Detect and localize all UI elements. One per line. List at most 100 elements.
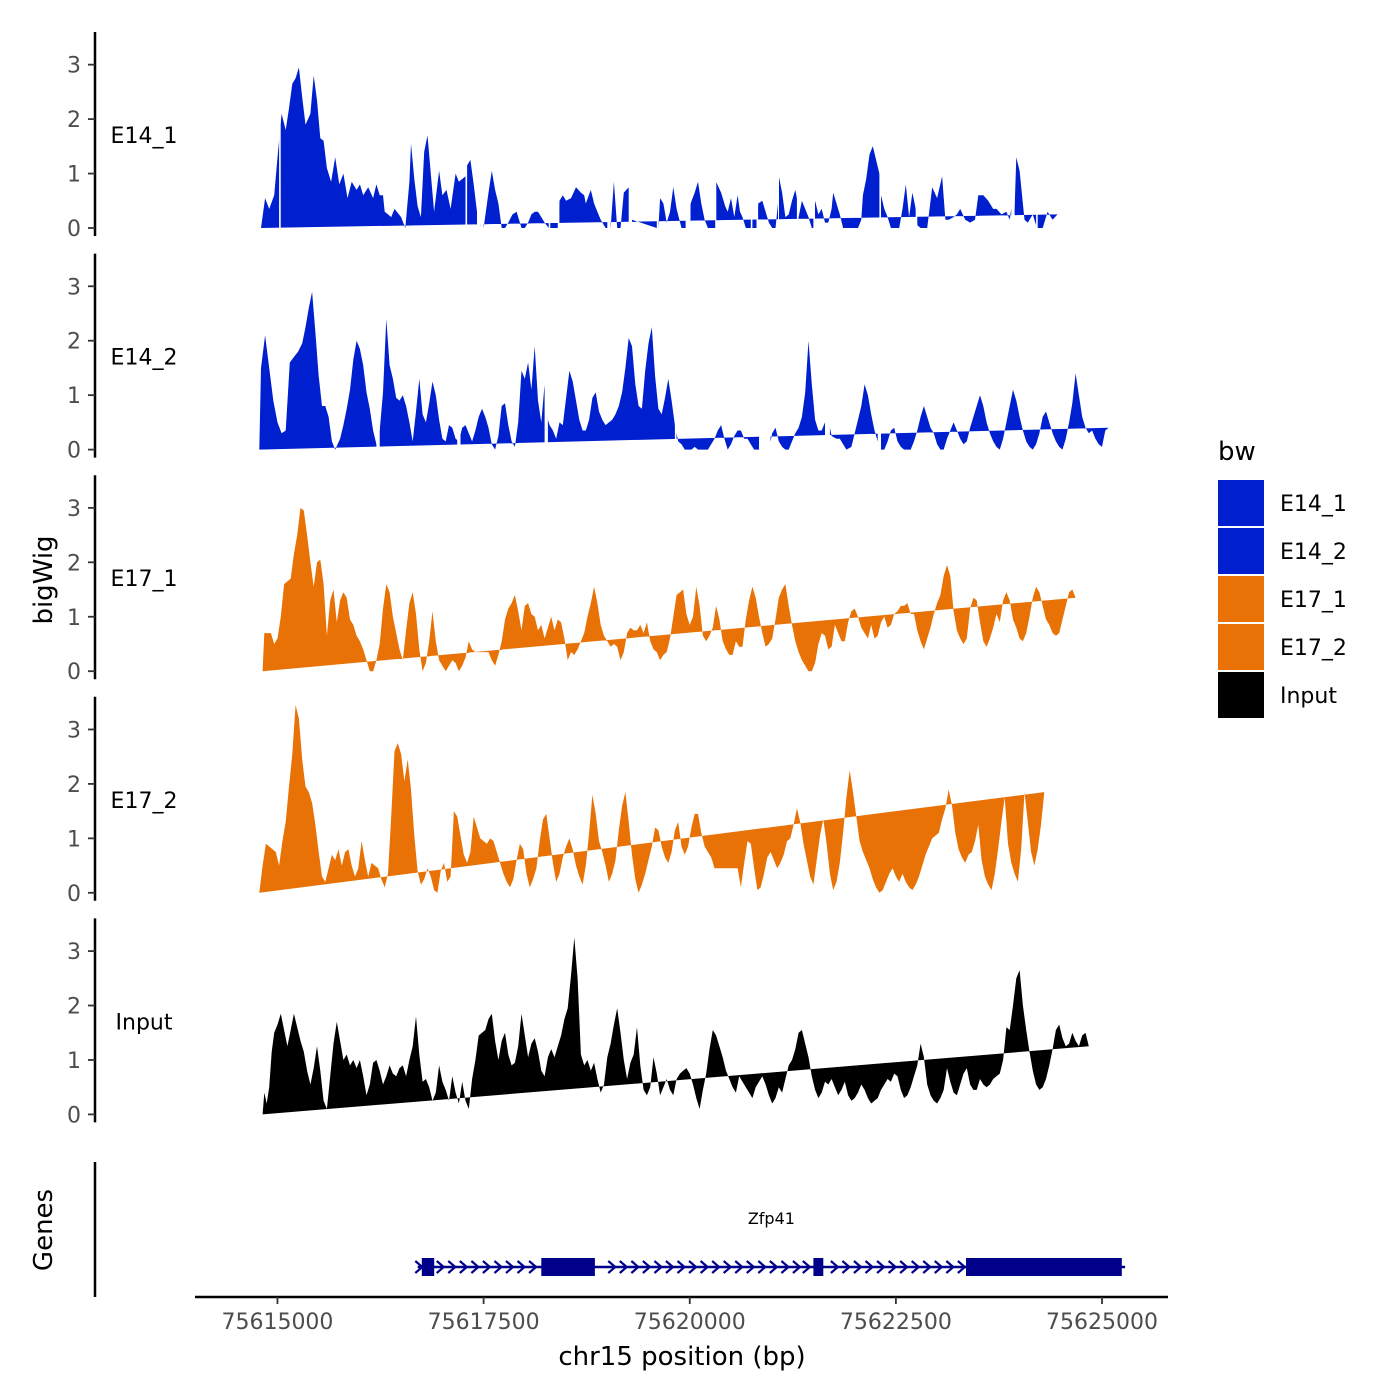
legend-label: E17_1	[1280, 588, 1347, 613]
track-e17-1: 0 1 2 3 E17_1	[67, 475, 1076, 685]
y-tick-label: 2	[67, 995, 81, 1020]
y-tick-label: 3	[67, 275, 81, 300]
strand-arrow	[493, 1260, 504, 1274]
strand-arrow	[676, 1260, 687, 1274]
strand-arrow	[734, 1260, 744, 1274]
coverage-gap	[477, 30, 481, 229]
coverage-gap	[1100, 30, 1102, 229]
x-tick-label: 75620000	[634, 1310, 746, 1335]
legend-swatch	[1218, 528, 1264, 574]
legend-swatch	[1218, 672, 1264, 718]
strand-arrow	[470, 1260, 481, 1274]
strand-arrow	[887, 1260, 898, 1274]
y-tick-label: 0	[67, 882, 81, 907]
strand-arrow	[780, 1260, 791, 1274]
tracks-layer: 0 1 2 3 E14_1 0 1 2 3 E14_2 0 1 2 3 E17_1 0 1 2 3 E17_2 0 1 2 3…	[67, 30, 1109, 1128]
strand-arrow	[853, 1260, 863, 1274]
y-tick-label: 2	[67, 551, 81, 576]
legend-label: E14_1	[1280, 492, 1347, 517]
strand-arrow	[899, 1260, 909, 1274]
legend-label: E17_2	[1280, 636, 1347, 661]
track-label: Input	[116, 1010, 173, 1035]
x-tick-label: 75625000	[1046, 1310, 1158, 1335]
coverage-gap	[778, 30, 779, 229]
coverage-gap	[715, 30, 717, 229]
y-tick-label: 1	[67, 606, 81, 631]
coverage-area	[261, 67, 1058, 229]
strand-arrow	[630, 1260, 641, 1274]
coverage-gap	[480, 30, 484, 229]
track-e14-1: 0 1 2 3 E14_1	[67, 30, 1102, 242]
strand-arrow	[841, 1260, 852, 1274]
coverage-gap	[877, 251, 881, 451]
strand-arrow	[802, 1260, 812, 1274]
coverage-gap	[750, 30, 753, 229]
y-tick-label: 3	[67, 497, 81, 522]
strand-arrow	[746, 1260, 756, 1274]
strand-arrow	[957, 1260, 967, 1274]
strand-arrow	[607, 1260, 617, 1274]
coverage-area	[259, 291, 1109, 450]
gene-exon	[541, 1258, 595, 1276]
coverage-gap	[796, 30, 799, 229]
track-e14-2: 0 1 2 3 E14_2	[67, 251, 1109, 464]
coverage-gap	[915, 30, 918, 229]
strand-arrow	[711, 1260, 721, 1274]
track-label: E17_2	[111, 789, 178, 814]
coverage-gap	[825, 251, 830, 451]
coverage-gap	[1011, 30, 1015, 229]
strand-arrow	[830, 1260, 840, 1274]
coverage-gap	[879, 30, 881, 229]
gene-exon	[813, 1258, 824, 1276]
coverage-gap	[557, 30, 560, 229]
strand-arrow	[864, 1260, 875, 1274]
coverage-gap	[1083, 30, 1086, 229]
strand-arrow	[792, 1260, 802, 1274]
coverage-area	[259, 705, 1045, 893]
legend-swatch	[1218, 624, 1264, 670]
y-tick-label: 0	[67, 439, 81, 464]
strand-arrow	[945, 1260, 956, 1274]
x-axis: 75615000 75617500 75620000 75622500 75625000	[195, 1295, 1168, 1335]
coverage-gap	[656, 30, 659, 229]
y-tick-label: 0	[67, 217, 81, 242]
y-tick-label: 1	[67, 384, 81, 409]
coverage-area	[262, 507, 1076, 672]
legend-swatch	[1218, 480, 1264, 526]
coverage-gap	[674, 251, 677, 451]
track-label: E17_1	[111, 567, 178, 592]
legend: bw E14_1 E14_2 E17_1 E17_2 Input	[1218, 437, 1347, 718]
coverage-gap	[628, 30, 632, 229]
y-tick-label: 3	[67, 718, 81, 743]
gene-exon	[966, 1258, 1122, 1276]
track-label: E14_1	[111, 124, 178, 149]
coverage-gap	[465, 30, 468, 229]
strand-arrow	[934, 1260, 944, 1274]
strand-arrow	[922, 1260, 932, 1274]
strand-arrow	[757, 1260, 767, 1274]
coverage-gap	[544, 251, 548, 451]
y-tick-label: 1	[67, 1049, 81, 1074]
track-input: 0 1 2 3 Input	[67, 918, 1089, 1128]
strand-arrow	[722, 1260, 733, 1274]
strand-arrow	[482, 1260, 492, 1274]
strand-arrow	[876, 1260, 886, 1274]
x-tick-label: 75615000	[221, 1310, 333, 1335]
coverage-gap	[457, 251, 461, 451]
strand-arrow	[642, 1260, 652, 1274]
legend-title: bw	[1218, 437, 1256, 467]
y-tick-label: 3	[67, 54, 81, 79]
track-label: E14_2	[111, 346, 178, 371]
strand-arrow	[653, 1260, 664, 1274]
coverage-gap	[548, 30, 551, 229]
strand-arrow	[910, 1260, 921, 1274]
strand-arrow	[516, 1260, 527, 1274]
legend-label: E14_2	[1280, 540, 1347, 565]
strand-arrow	[528, 1260, 538, 1274]
track-e17-2: 0 1 2 3 E17_2	[67, 696, 1045, 907]
legend-swatch	[1218, 576, 1264, 622]
strand-arrow	[699, 1260, 710, 1274]
y-tick-label: 0	[67, 1103, 81, 1128]
